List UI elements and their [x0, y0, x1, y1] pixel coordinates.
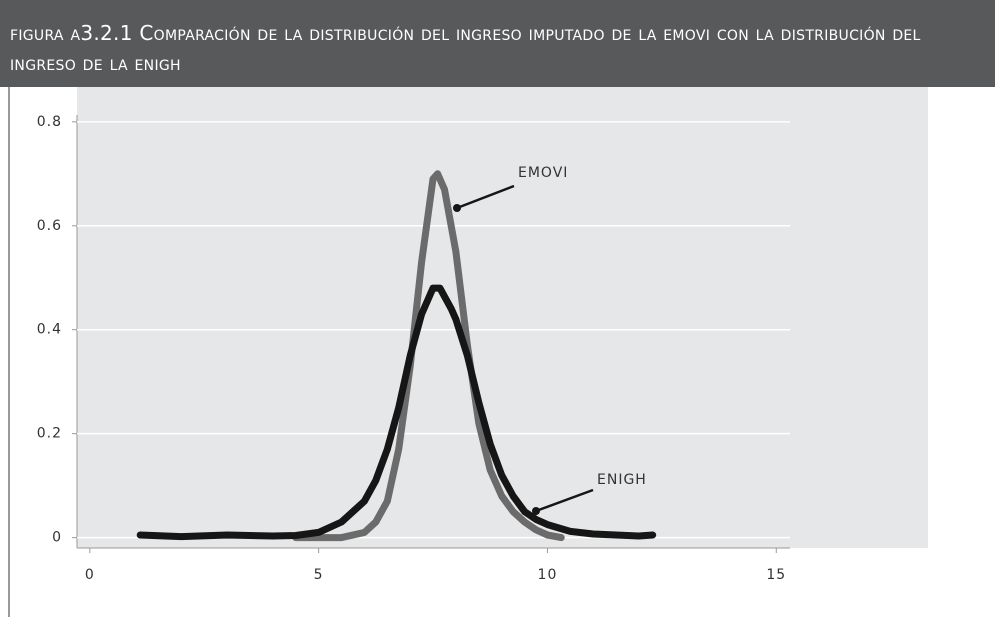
annotation-dot — [453, 204, 461, 212]
y-tick-label: 0.2 — [37, 426, 62, 442]
y-tick-label: 0.8 — [37, 114, 62, 130]
annotation: EMOVI — [518, 165, 568, 181]
x-tick-label: 15 — [766, 567, 786, 583]
x-tick-label: 0 — [85, 567, 95, 583]
chart-title: figura a3.2.1 Comparación de la distribu… — [0, 0, 995, 87]
y-tick-label: 0.4 — [37, 322, 62, 338]
annotation: ENIGH — [597, 472, 647, 488]
series-line — [136, 284, 657, 541]
series-line — [292, 170, 565, 542]
y-tick-label: 0.6 — [37, 218, 62, 234]
y-tick-label: 0 — [52, 530, 62, 546]
x-tick-label: 10 — [538, 567, 558, 583]
annotation-dot — [532, 507, 540, 515]
annotation-pointer — [456, 184, 515, 210]
x-tick-label: 5 — [314, 567, 324, 583]
annotation-pointer — [535, 488, 594, 513]
